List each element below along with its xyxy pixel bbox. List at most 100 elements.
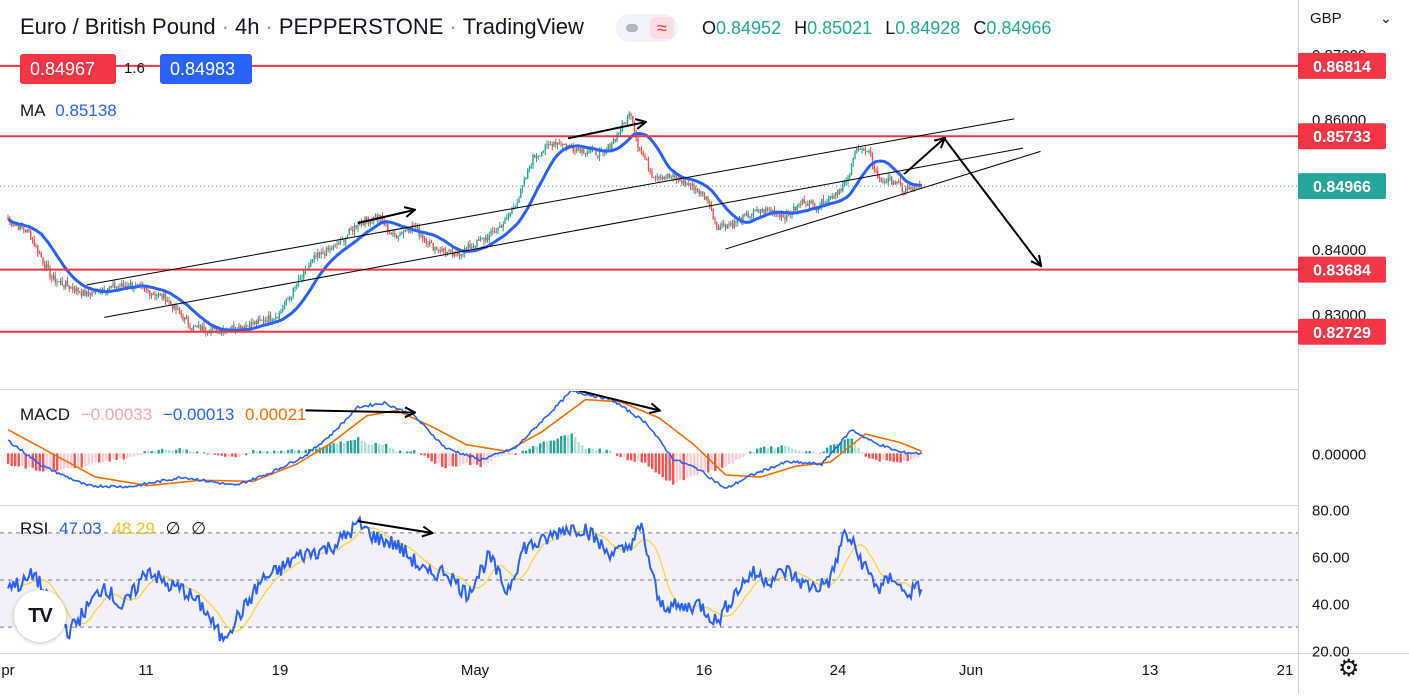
candle	[744, 214, 746, 216]
candle	[458, 254, 461, 256]
interval-label[interactable]: 4h	[235, 14, 260, 39]
candle	[283, 305, 286, 310]
macd-hist-bar	[556, 438, 559, 454]
sell-price-button[interactable]: 0.84967	[20, 54, 116, 84]
candle	[647, 159, 650, 171]
candle	[583, 148, 585, 154]
macd-hist-bar	[787, 446, 790, 454]
symbol-title[interactable]: Euro / British Pound	[20, 14, 216, 39]
macd-hist-value: −0.00033	[80, 405, 153, 424]
macd-hist-bar	[409, 451, 412, 454]
candle	[54, 275, 56, 283]
buy-price-button[interactable]: 0.84983	[160, 54, 252, 84]
macd-hist-bar	[206, 453, 209, 455]
macd-hist-bar	[595, 450, 598, 454]
candle	[149, 290, 151, 296]
candle	[779, 214, 781, 218]
candle	[805, 203, 807, 205]
macd-hist-bar	[413, 450, 416, 454]
candle	[780, 214, 783, 218]
candle	[121, 283, 123, 287]
macd-hist-bar	[532, 445, 535, 454]
candle	[710, 205, 713, 209]
rsi-label: RSI	[20, 519, 49, 538]
macd-hist-bar	[763, 446, 766, 454]
ma-legend[interactable]: MA 0.85138	[20, 101, 117, 121]
candle	[814, 203, 816, 210]
candle	[849, 175, 851, 178]
candle	[471, 246, 473, 249]
candle	[544, 144, 546, 151]
candle	[290, 296, 293, 298]
candle	[698, 191, 700, 195]
candle	[765, 208, 767, 214]
macd-legend[interactable]: MACD −0.00033 −0.00013 0.00021	[20, 405, 307, 425]
candle	[833, 195, 835, 199]
candle	[649, 170, 651, 172]
candle	[58, 281, 60, 283]
wave-icon[interactable]: ≈	[650, 17, 674, 39]
macd-hist-bar	[77, 453, 80, 467]
candle	[269, 315, 272, 321]
macd-hist-bar	[42, 453, 45, 472]
macd-hist-bar	[455, 453, 458, 467]
macd-hist-bar	[469, 453, 472, 466]
chart-mode-toggle[interactable]: ≈	[616, 14, 678, 42]
macd-hist-bar	[343, 442, 346, 454]
candle	[84, 289, 86, 296]
level-price-label: 0.85733	[1313, 129, 1371, 146]
candle	[240, 325, 242, 330]
candle	[915, 186, 917, 188]
candle	[798, 204, 800, 206]
macd-hist-bar	[577, 441, 580, 454]
candle	[656, 176, 658, 178]
macd-hist-bar	[889, 453, 892, 462]
chevron-down-icon[interactable]: ⌄	[1380, 10, 1392, 26]
toggle-dot-icon	[626, 24, 638, 32]
candle	[159, 293, 161, 295]
macd-hist-bar	[752, 451, 755, 454]
macd-hist-bar	[885, 453, 888, 461]
macd-hist-bar	[294, 450, 297, 454]
candle	[317, 252, 319, 258]
candle	[339, 239, 342, 245]
currency-label[interactable]: GBP	[1310, 10, 1342, 27]
level-price-label-bg	[1298, 256, 1386, 283]
macd-hist-bar	[896, 453, 899, 463]
macd-hist-bar	[623, 453, 626, 457]
candle	[434, 247, 436, 251]
candle	[786, 212, 788, 220]
macd-hist-bar	[119, 453, 122, 459]
candle	[299, 278, 301, 280]
macd-hist-bar	[255, 451, 258, 454]
candle	[308, 266, 310, 270]
macd-hist-bar	[651, 453, 654, 469]
candle	[119, 286, 121, 288]
macd-hist-bar	[346, 441, 349, 454]
macd-hist-bar	[514, 453, 517, 455]
rsi-legend[interactable]: RSI 47.03 48.29 ∅ ∅	[20, 519, 206, 539]
candle	[89, 294, 91, 296]
candle	[66, 281, 69, 287]
gear-icon[interactable]: ⚙	[1338, 655, 1360, 682]
candle	[52, 275, 55, 279]
current-price-label: 0.84966	[1313, 179, 1371, 196]
macd-hist-bar	[94, 453, 97, 463]
candle	[691, 183, 693, 186]
candle	[588, 151, 590, 153]
ohlc-readout: O0.84952 H0.85021 L0.84928 C0.84966	[702, 18, 1059, 39]
candle	[313, 255, 315, 260]
candle	[887, 177, 889, 183]
candle	[166, 300, 168, 302]
candle	[546, 144, 548, 146]
trend-arrow	[567, 122, 645, 140]
candle	[707, 196, 709, 204]
candle	[709, 203, 711, 206]
macd-hist-bar	[756, 448, 759, 454]
candle	[607, 144, 609, 150]
candle	[737, 219, 739, 223]
macd-hist-bar	[630, 453, 633, 461]
tradingview-logo[interactable]: TV	[14, 590, 66, 642]
